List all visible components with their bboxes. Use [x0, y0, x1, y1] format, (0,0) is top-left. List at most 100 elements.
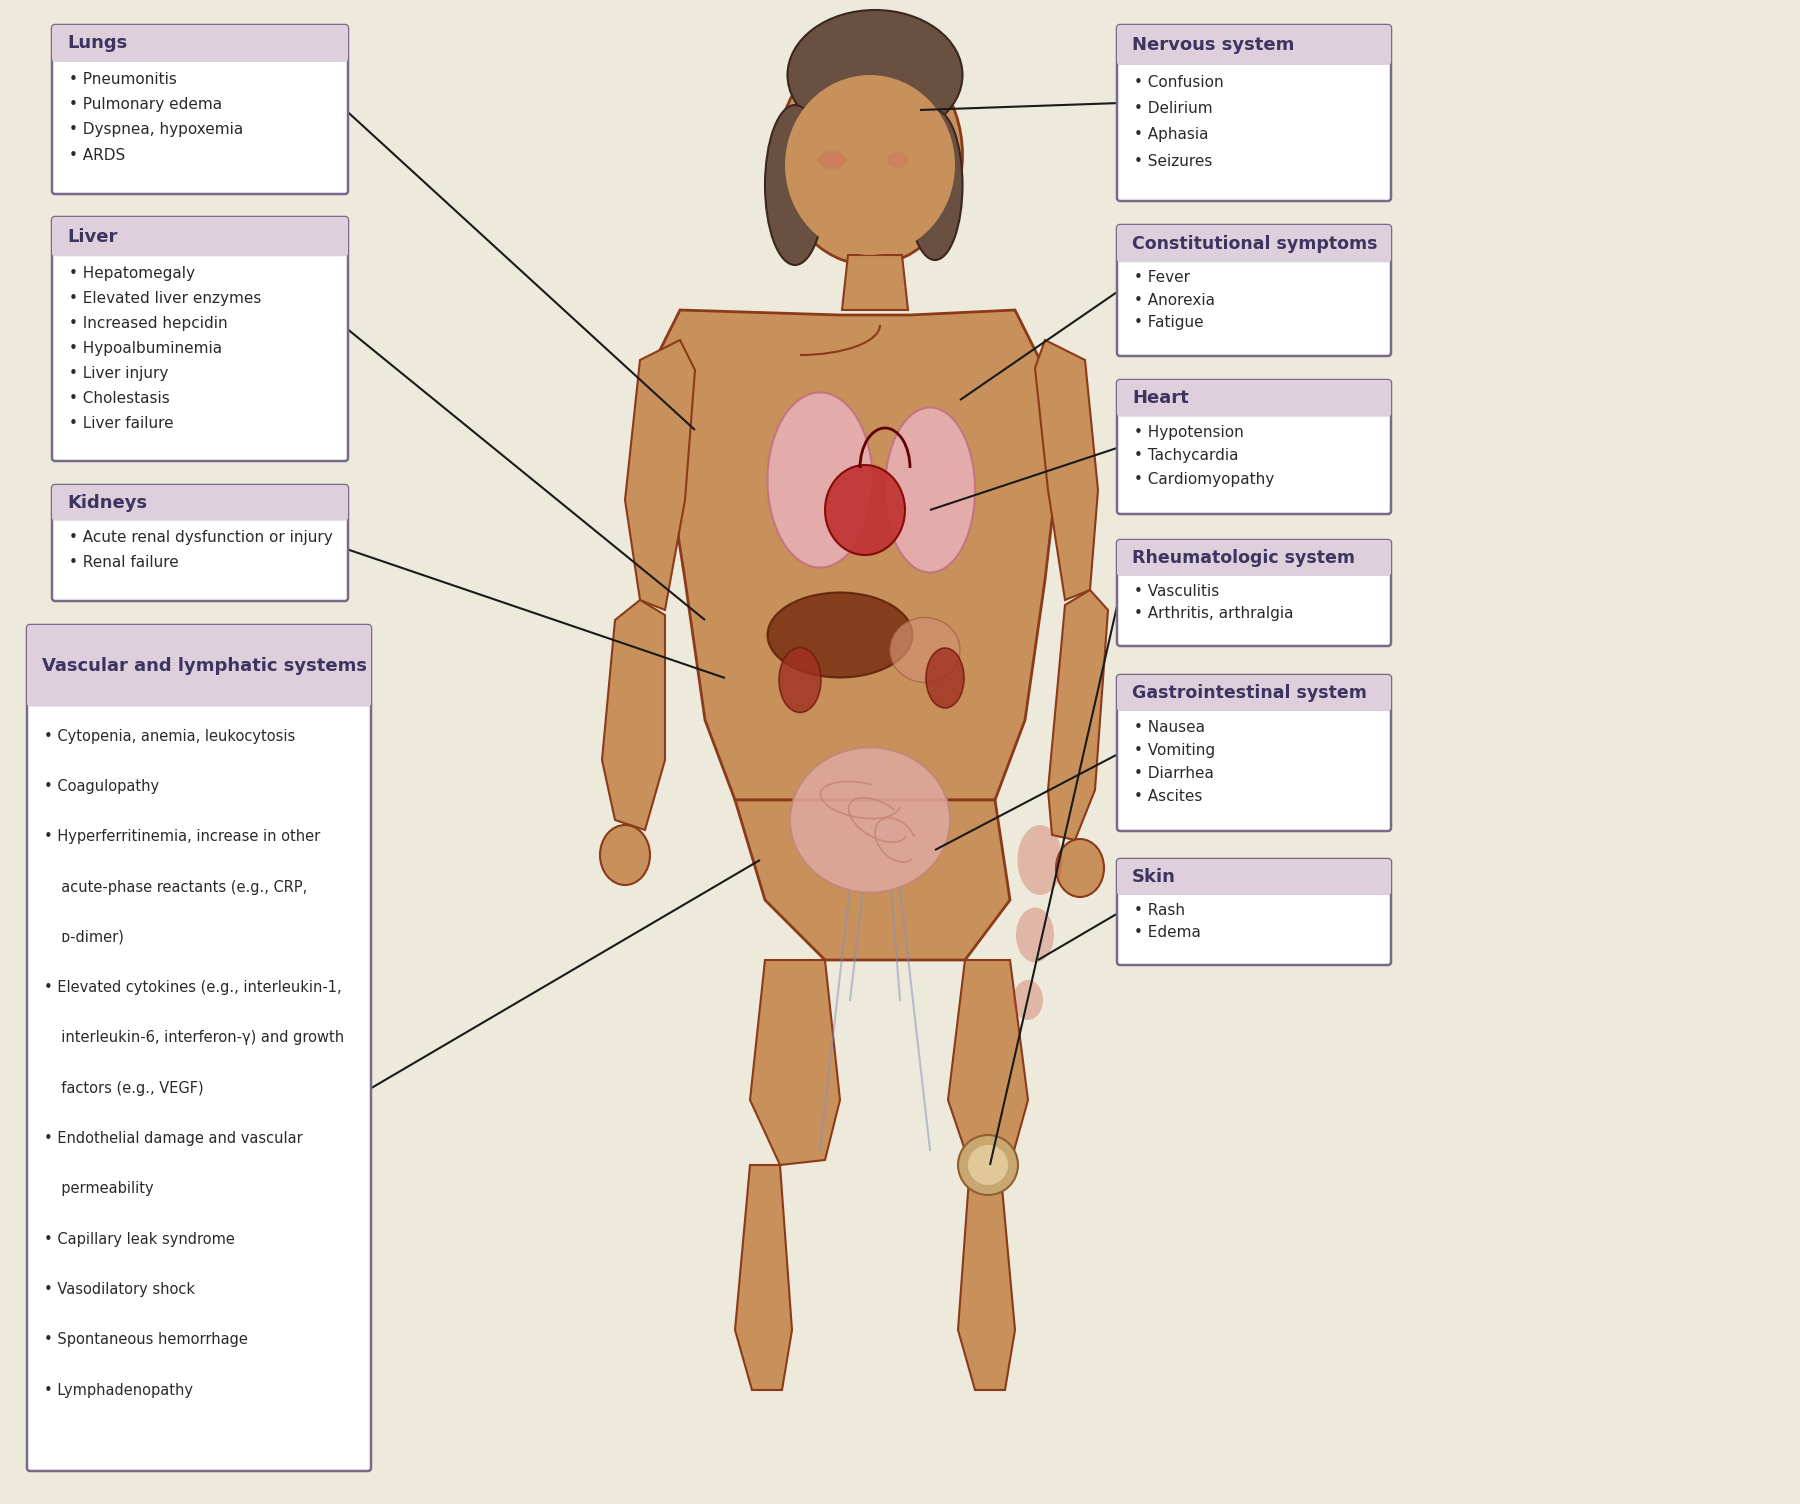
FancyBboxPatch shape — [1118, 226, 1391, 356]
Ellipse shape — [778, 45, 963, 265]
FancyBboxPatch shape — [1118, 26, 1391, 65]
Text: • Fever: • Fever — [1134, 271, 1190, 286]
FancyBboxPatch shape — [1118, 540, 1391, 576]
Ellipse shape — [767, 593, 913, 677]
Bar — [1123, 698, 1384, 710]
Text: Liver: Liver — [67, 227, 117, 245]
Ellipse shape — [815, 80, 914, 159]
Text: • Cytopenia, anemia, leukocytosis: • Cytopenia, anemia, leukocytosis — [43, 729, 295, 744]
Text: • Liver injury: • Liver injury — [68, 365, 169, 381]
Text: • Tachycardia: • Tachycardia — [1134, 448, 1238, 463]
FancyBboxPatch shape — [1118, 226, 1391, 262]
Text: • Confusion: • Confusion — [1134, 75, 1224, 90]
Ellipse shape — [1057, 839, 1103, 896]
Text: • Seizures: • Seizures — [1134, 153, 1213, 168]
FancyBboxPatch shape — [1118, 675, 1391, 711]
Text: Kidneys: Kidneys — [67, 493, 148, 511]
Ellipse shape — [886, 408, 976, 573]
Text: • Anorexia: • Anorexia — [1134, 293, 1215, 308]
Ellipse shape — [907, 110, 963, 260]
Polygon shape — [842, 256, 907, 310]
Text: Rheumatologic system: Rheumatologic system — [1132, 549, 1355, 567]
Text: • Pneumonitis: • Pneumonitis — [68, 72, 176, 87]
Text: • Fatigue: • Fatigue — [1134, 314, 1204, 329]
Text: permeability: permeability — [52, 1181, 153, 1196]
Text: • Acute renal dysfunction or injury: • Acute renal dysfunction or injury — [68, 531, 333, 546]
Polygon shape — [949, 960, 1028, 1166]
FancyBboxPatch shape — [27, 626, 371, 1471]
Ellipse shape — [1013, 981, 1042, 1020]
Ellipse shape — [599, 826, 650, 884]
Text: • Rash: • Rash — [1134, 902, 1184, 917]
Ellipse shape — [779, 648, 821, 713]
FancyBboxPatch shape — [1118, 859, 1391, 895]
FancyBboxPatch shape — [27, 626, 371, 707]
Text: • ARDS: • ARDS — [68, 147, 126, 162]
Text: ᴅ-dimer): ᴅ-dimer) — [52, 929, 124, 945]
Polygon shape — [751, 960, 841, 1166]
FancyBboxPatch shape — [52, 217, 347, 462]
Text: • Ascites: • Ascites — [1134, 788, 1202, 803]
FancyBboxPatch shape — [52, 26, 347, 194]
FancyBboxPatch shape — [52, 484, 347, 602]
Ellipse shape — [788, 11, 963, 140]
Ellipse shape — [925, 648, 965, 708]
FancyBboxPatch shape — [1118, 675, 1391, 832]
Polygon shape — [1035, 340, 1098, 600]
FancyBboxPatch shape — [1118, 859, 1391, 966]
Bar — [1123, 403, 1384, 415]
Ellipse shape — [1017, 826, 1062, 895]
Text: • Increased hepcidin: • Increased hepcidin — [68, 316, 227, 331]
FancyBboxPatch shape — [1118, 26, 1391, 202]
Text: • Hypotension: • Hypotension — [1134, 426, 1244, 441]
Text: • Vasculitis: • Vasculitis — [1134, 584, 1219, 599]
Text: • Delirium: • Delirium — [1134, 101, 1213, 116]
Ellipse shape — [1015, 907, 1055, 963]
Polygon shape — [734, 1166, 792, 1390]
Text: • Arthritis, arthralgia: • Arthritis, arthralgia — [1134, 606, 1294, 621]
Ellipse shape — [765, 105, 824, 265]
Text: Vascular and lymphatic systems: Vascular and lymphatic systems — [41, 657, 367, 675]
Text: • Vasodilatory shock: • Vasodilatory shock — [43, 1281, 194, 1296]
Bar — [1123, 562, 1384, 575]
Text: • Hyperferritinemia, increase in other: • Hyperferritinemia, increase in other — [43, 829, 320, 844]
Polygon shape — [734, 800, 1010, 960]
Text: • Dyspnea, hypoxemia: • Dyspnea, hypoxemia — [68, 122, 243, 137]
Text: factors (e.g., VEGF): factors (e.g., VEGF) — [52, 1081, 203, 1096]
Text: • Hepatomegaly: • Hepatomegaly — [68, 266, 194, 281]
Ellipse shape — [887, 152, 909, 168]
Text: • Renal failure: • Renal failure — [68, 555, 178, 570]
Ellipse shape — [824, 465, 905, 555]
Bar — [1123, 53, 1384, 65]
Polygon shape — [601, 600, 664, 830]
Ellipse shape — [889, 618, 959, 683]
Bar — [32, 693, 365, 705]
Polygon shape — [958, 1166, 1015, 1390]
Ellipse shape — [790, 747, 950, 892]
Circle shape — [958, 1136, 1019, 1196]
Text: acute-phase reactants (e.g., CRP,: acute-phase reactants (e.g., CRP, — [52, 880, 308, 895]
Bar — [58, 508, 342, 520]
Text: • Edema: • Edema — [1134, 925, 1201, 940]
Text: • Liver failure: • Liver failure — [68, 415, 173, 430]
Text: Gastrointestinal system: Gastrointestinal system — [1132, 684, 1366, 702]
Polygon shape — [650, 310, 1060, 800]
Ellipse shape — [767, 393, 873, 567]
Text: • Hypoalbuminemia: • Hypoalbuminemia — [68, 341, 221, 355]
Text: • Cardiomyopathy: • Cardiomyopathy — [1134, 472, 1274, 487]
Text: • Diarrhea: • Diarrhea — [1134, 766, 1213, 781]
Bar — [1123, 250, 1384, 262]
FancyBboxPatch shape — [52, 217, 347, 256]
Text: • Capillary leak syndrome: • Capillary leak syndrome — [43, 1232, 234, 1247]
Text: • Elevated cytokines (e.g., interleukin-1,: • Elevated cytokines (e.g., interleukin-… — [43, 981, 342, 996]
Text: Skin: Skin — [1132, 868, 1175, 886]
Text: • Cholestasis: • Cholestasis — [68, 391, 169, 406]
FancyBboxPatch shape — [52, 484, 347, 520]
Text: • Elevated liver enzymes: • Elevated liver enzymes — [68, 290, 261, 305]
Bar — [1123, 881, 1384, 893]
FancyBboxPatch shape — [1118, 381, 1391, 514]
Text: • Endothelial damage and vascular: • Endothelial damage and vascular — [43, 1131, 302, 1146]
Polygon shape — [1048, 590, 1109, 841]
Bar — [58, 244, 342, 256]
Text: interleukin-6, interferon-γ) and growth: interleukin-6, interferon-γ) and growth — [52, 1030, 344, 1045]
